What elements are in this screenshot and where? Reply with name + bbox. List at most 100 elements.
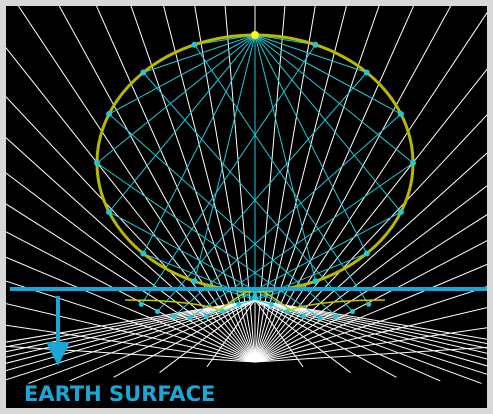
white-ray <box>224 6 256 363</box>
white-ray <box>254 263 487 363</box>
white-ray-lower <box>159 299 256 373</box>
white-ray-lower <box>254 299 482 384</box>
arrow-head <box>46 342 70 366</box>
cyan-ray <box>96 162 321 319</box>
white-ray-lower <box>69 299 256 382</box>
cyan-ray <box>173 113 402 317</box>
white-ray <box>254 152 487 363</box>
circle-dot <box>140 250 147 257</box>
white-ray <box>254 6 286 363</box>
white-ray <box>254 214 487 363</box>
circle-dot <box>397 111 404 118</box>
cyan-dot <box>203 313 209 319</box>
background <box>6 6 487 408</box>
cyan-ray <box>194 34 256 282</box>
circle-dot <box>397 208 404 215</box>
white-ray <box>6 231 256 363</box>
white-ray-lower <box>254 299 441 382</box>
white-ray <box>254 11 487 363</box>
white-ray-lower <box>6 299 256 364</box>
cyan-ray <box>142 34 256 254</box>
cyan-dot <box>252 293 258 299</box>
cyan-dot <box>366 301 372 307</box>
cyan-ray <box>189 162 414 319</box>
white-ray-lower <box>254 299 487 345</box>
white-ray <box>254 68 487 363</box>
cyan-ray <box>254 34 402 115</box>
white-ray <box>6 303 256 363</box>
cyan-ray <box>96 34 256 164</box>
white-ray-lower <box>6 299 256 353</box>
white-ray <box>254 346 487 363</box>
cyan-dot <box>285 309 290 315</box>
circle-dot <box>106 208 113 215</box>
cyan-ray <box>254 34 368 254</box>
white-ray-lower <box>254 299 487 360</box>
cyan-ray <box>108 211 304 317</box>
white-ray <box>254 6 380 363</box>
circle-dot <box>410 160 416 166</box>
circle-dot <box>251 31 259 39</box>
circle-dot <box>312 278 319 285</box>
cyan-dot <box>333 313 339 319</box>
white-ray <box>254 240 487 363</box>
cyan-ray <box>143 34 256 73</box>
white-ray <box>254 327 487 363</box>
circle-dot <box>106 111 113 118</box>
white-ray-lower <box>28 299 256 384</box>
white-ray <box>6 345 256 363</box>
cyan-dot <box>236 301 242 307</box>
cyan-ray <box>194 44 370 305</box>
white-ray-lower <box>254 299 351 373</box>
cyan-ray <box>157 72 368 312</box>
cyan-dot <box>350 309 355 315</box>
white-ray-lower <box>254 299 304 368</box>
white-ray <box>194 6 256 363</box>
cyan-dot <box>138 301 144 307</box>
circle-dot <box>140 69 147 76</box>
white-ray <box>6 203 256 363</box>
cyan-dot <box>187 315 193 321</box>
circle-dot <box>363 250 370 257</box>
white-ray <box>6 137 256 363</box>
white-ray-lower <box>113 299 256 378</box>
white-ray <box>254 6 347 363</box>
circle-dot <box>312 41 319 48</box>
cyan-dot <box>317 315 323 321</box>
cyan-ray <box>254 34 316 282</box>
white-ray <box>6 47 256 363</box>
white-ray-lower <box>6 299 256 348</box>
cyan-ray <box>254 34 402 213</box>
white-ray <box>163 6 256 363</box>
cyan-ray <box>108 34 256 213</box>
cyan-dot <box>220 309 225 315</box>
white-ray <box>254 307 487 363</box>
white-ray <box>130 6 256 363</box>
cyan-ray <box>254 34 367 73</box>
white-ray-lower <box>254 299 397 378</box>
circle-dot <box>191 41 198 48</box>
white-ray <box>6 96 256 363</box>
earth-surface-label: EARTH SURFACE <box>24 382 215 406</box>
circle-dot <box>363 69 370 76</box>
cyan-dot <box>155 309 160 315</box>
white-ray-lower <box>206 299 256 368</box>
white-ray-lower <box>254 299 487 349</box>
cyan-ray <box>140 44 316 305</box>
white-ray <box>6 172 256 363</box>
white-ray <box>254 185 487 363</box>
cyan-ray <box>143 253 288 313</box>
cyan-ray <box>108 113 337 317</box>
cyan-ray <box>108 34 256 115</box>
circle-dot <box>191 278 198 285</box>
white-ray <box>6 256 256 363</box>
cyan-ray <box>206 211 402 317</box>
white-ray <box>17 6 256 363</box>
cyan-ray <box>254 34 414 164</box>
cyan-dot <box>171 313 177 319</box>
cyan-ray <box>142 72 353 312</box>
white-ray <box>254 6 415 363</box>
white-ray <box>254 6 316 363</box>
rays <box>6 6 487 384</box>
